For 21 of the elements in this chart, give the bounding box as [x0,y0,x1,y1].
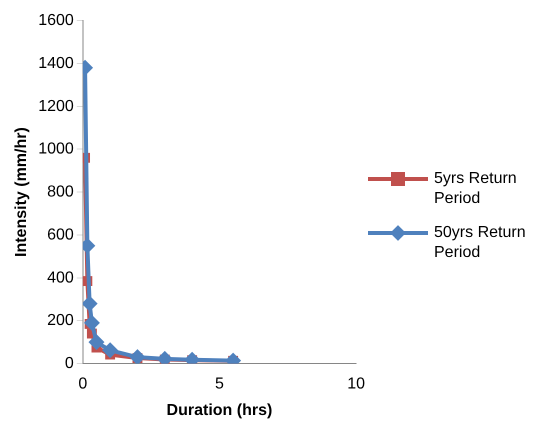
point [129,349,146,364]
y-tick-label: 1600 [38,12,74,30]
point [82,296,98,312]
y-tick-label: 600 [47,226,74,244]
y-tick-label: 1400 [38,54,74,72]
x-tick-label: 10 [347,376,366,393]
x-axis-title: Duration (hrs) [166,402,272,419]
legend-label: 5yrs Return Period [434,169,518,209]
y-tick-label: 1200 [38,98,74,115]
legend-label: 50yrs Return Period [434,223,527,263]
y-axis-title: Intensity (mm/hr) [13,127,30,257]
y-tick-label: 400 [47,269,74,286]
y-tick-label: 800 [47,184,74,201]
point [88,334,104,350]
x-tick-label: 0 [78,376,88,393]
point [84,314,100,331]
y-tick-label: 0 [64,355,74,372]
y-tick-label: 1000 [38,140,74,158]
point [102,342,118,358]
x-tick-label: 5 [214,376,224,393]
y-tick-label: 200 [47,312,74,330]
